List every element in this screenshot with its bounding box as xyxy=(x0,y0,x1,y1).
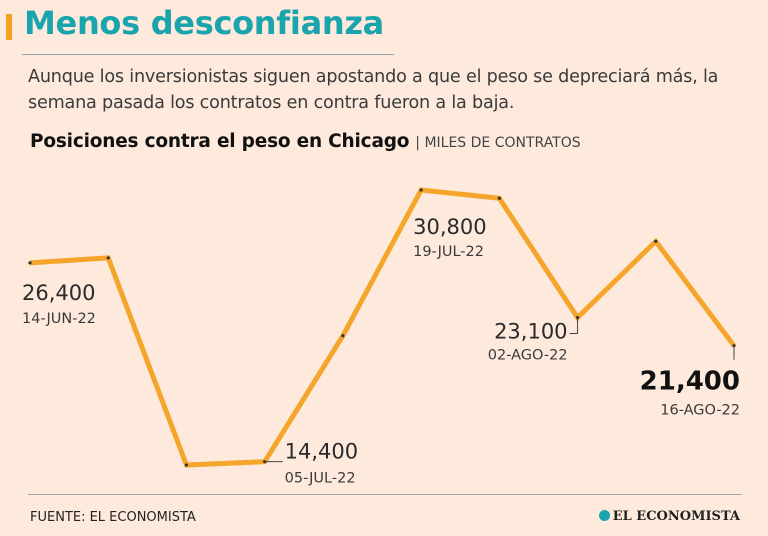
series-line xyxy=(29,187,737,468)
data-label-value: 30,800 xyxy=(413,215,486,239)
data-label-value: 14,400 xyxy=(285,440,358,464)
brand-logo: EL ECONOMISTA xyxy=(598,509,740,524)
data-point xyxy=(419,188,423,192)
data-label-date: 05-JUL-22 xyxy=(285,471,356,487)
data-point xyxy=(497,196,501,200)
chart-header: Posiciones contra el peso en Chicago | MI… xyxy=(30,131,581,152)
el-economista-logo-icon xyxy=(598,510,610,521)
headline: Menos desconfianza xyxy=(24,4,384,42)
data-point xyxy=(28,261,32,265)
data-label-date: 14-JUN-22 xyxy=(22,311,96,327)
brand-name: EL ECONOMISTA xyxy=(612,509,740,524)
source-note: FUENTE: EL ECONOMISTA xyxy=(30,510,196,525)
data-label-value: 23,100 xyxy=(494,320,567,344)
title-accent-bar xyxy=(6,14,12,40)
data-label-value: 21,400 xyxy=(640,367,740,397)
footer-divider xyxy=(28,494,742,495)
data-label-value: 26,400 xyxy=(22,281,95,305)
data-point xyxy=(106,256,110,260)
dek-text: Aunque los inversionistas siguen apostan… xyxy=(28,67,719,113)
data-point xyxy=(184,463,189,467)
chart-title: Posiciones contra el peso en Chicago xyxy=(30,131,410,152)
headline-underline xyxy=(22,54,394,55)
chart-unit: | MILES DE CONTRATOS xyxy=(415,135,581,151)
data-label-date: 02-AGO-22 xyxy=(488,348,568,364)
annotation-leader xyxy=(569,317,579,335)
data-label-date: 16-AGO-22 xyxy=(660,403,740,419)
data-point xyxy=(341,334,345,338)
data-label-date: 19-JUL-22 xyxy=(413,244,484,260)
data-point xyxy=(654,239,658,243)
